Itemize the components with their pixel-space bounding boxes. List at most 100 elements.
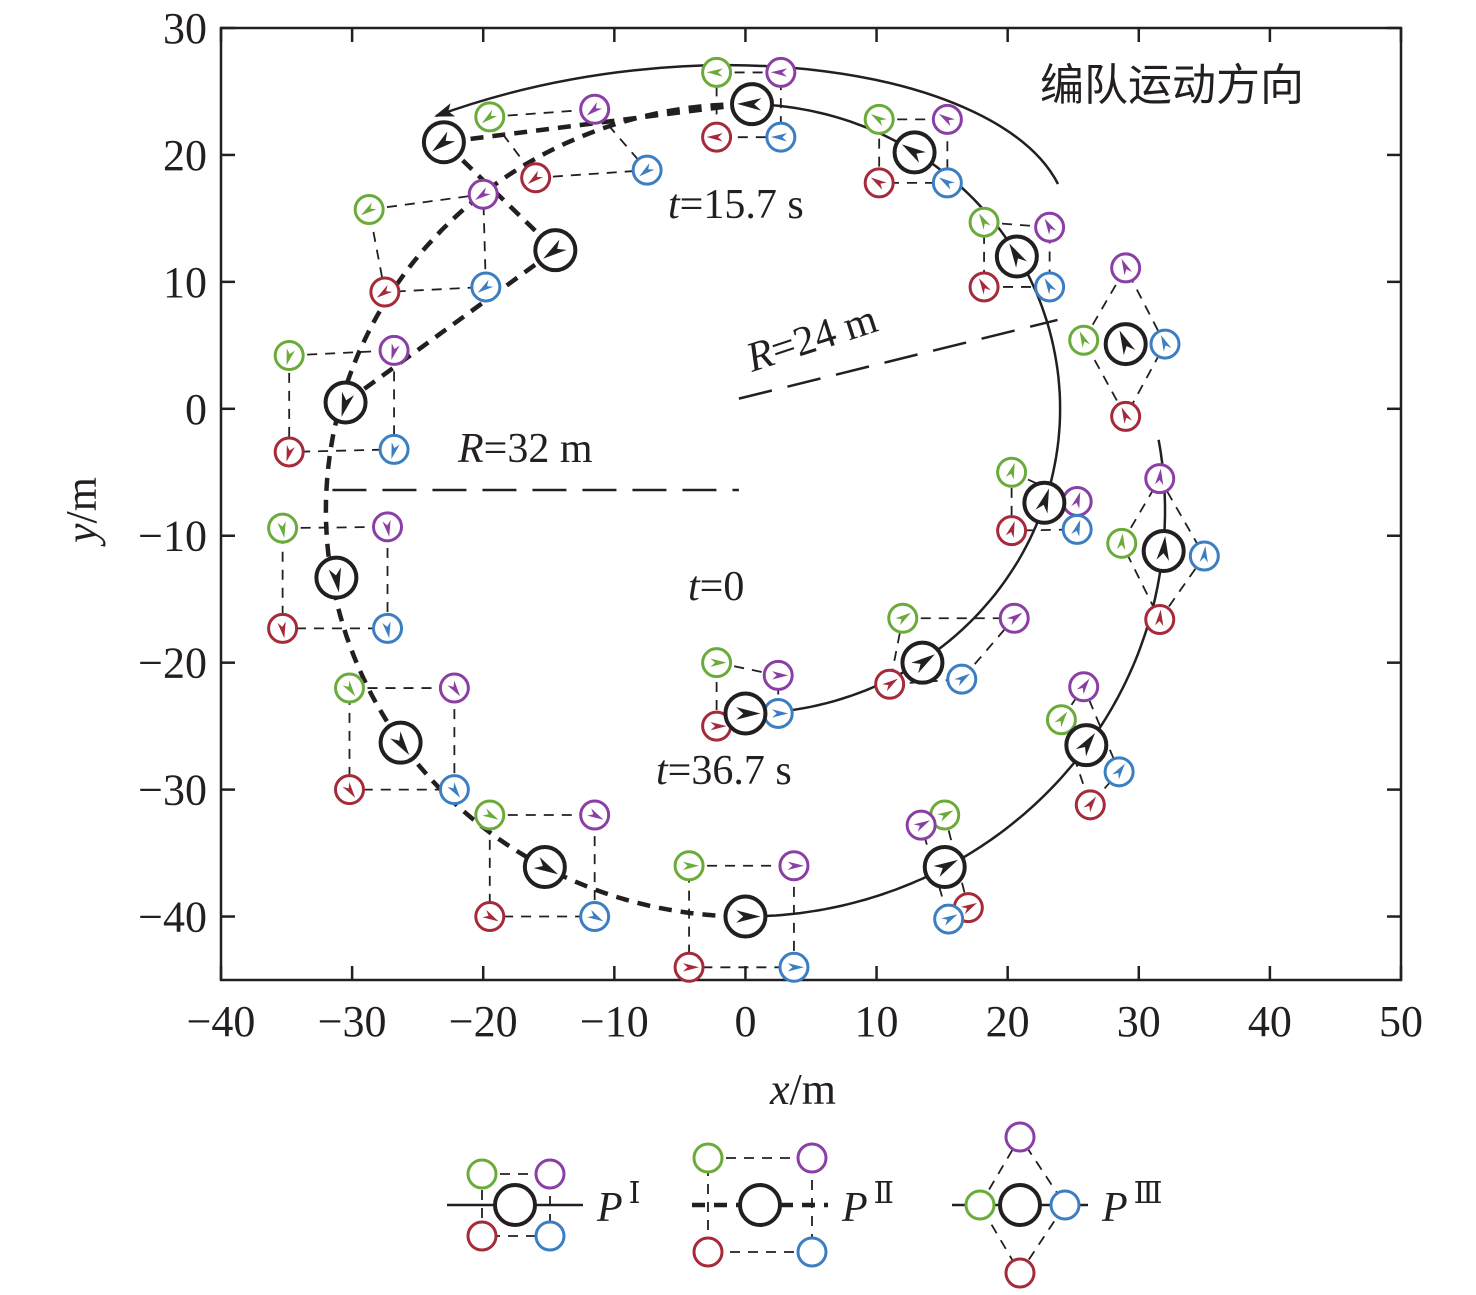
radius-label-32: R=32 m — [457, 426, 593, 472]
heading-arrow — [277, 621, 286, 639]
time-label-t15: t=15.7 s — [668, 182, 804, 228]
heading-arrow — [1005, 462, 1015, 480]
heading-arrow — [382, 520, 391, 537]
agent-circle — [534, 1220, 566, 1252]
heading-arrow — [1075, 732, 1096, 757]
leader-agent — [1022, 480, 1067, 525]
follower-agent — [1188, 540, 1220, 572]
y-tick-label: 20 — [163, 131, 207, 180]
follower-agent — [1034, 211, 1066, 243]
agent-circle — [1049, 1189, 1081, 1221]
heading-arrow — [979, 213, 991, 230]
heading-arrow — [1199, 546, 1208, 563]
agent-circle — [493, 1183, 537, 1227]
follower-agent — [968, 206, 1000, 238]
follower-agent — [933, 903, 965, 935]
heading-arrow — [1154, 468, 1164, 486]
follower-agent — [931, 167, 963, 199]
follower-agent — [1061, 513, 1093, 545]
x-tick-label: −30 — [318, 997, 387, 1046]
follower-agent — [474, 901, 506, 933]
plot-frame — [219, 26, 1403, 982]
leader-agent — [323, 380, 368, 425]
heading-arrow — [1116, 533, 1126, 550]
formation-I — [715, 661, 780, 728]
heading-arrow — [1156, 536, 1169, 561]
heading-arrow — [481, 109, 498, 124]
heading-arrow — [447, 680, 461, 697]
leader-agent — [493, 1183, 537, 1227]
leader-agent — [533, 228, 578, 273]
follower-agent — [1110, 252, 1142, 284]
formation-outline — [983, 221, 1051, 288]
heading-arrow — [482, 909, 499, 922]
heading-arrow — [1121, 258, 1133, 276]
follower-agent — [273, 436, 305, 468]
follower-agent — [1144, 463, 1176, 495]
y-tick-label: 0 — [185, 385, 207, 434]
leader-agent — [723, 691, 768, 736]
follower-agent — [466, 1158, 498, 1190]
leader-agent — [892, 130, 937, 175]
heading-arrow — [639, 163, 655, 177]
heading-arrow — [1079, 331, 1091, 348]
follower-agent — [1045, 704, 1077, 736]
follower-agent — [1004, 1121, 1036, 1153]
follower-agent — [796, 1142, 828, 1174]
follower-agent — [267, 512, 299, 544]
heading-arrow — [882, 678, 898, 692]
heading-arrow — [286, 348, 295, 366]
heading-arrow — [586, 102, 603, 116]
y-axis-title: y/m — [57, 477, 106, 547]
heading-arrow — [1083, 796, 1097, 813]
follower-agent — [1149, 328, 1181, 360]
follower-agent — [673, 951, 705, 983]
follower-agent — [1106, 527, 1138, 559]
follower-agent — [701, 710, 733, 742]
heading-arrow — [1160, 334, 1172, 352]
heading-arrow — [870, 114, 887, 127]
leader-agent — [421, 120, 466, 165]
heading-arrow — [1035, 488, 1050, 514]
agent-circle — [692, 1142, 724, 1174]
x-tick-label: 10 — [855, 997, 899, 1046]
heading-arrow — [1071, 519, 1081, 537]
follower-agent — [996, 456, 1028, 488]
leader-agent — [314, 555, 359, 600]
follower-agent — [796, 1236, 828, 1268]
follower-agent — [267, 612, 299, 644]
heading-arrow — [706, 68, 723, 77]
follower-agent — [1061, 485, 1093, 517]
heading-arrow — [286, 444, 295, 462]
time-label-t36: t=36.7 s — [656, 748, 792, 794]
heading-arrow — [770, 133, 788, 142]
heading-arrow — [1119, 330, 1136, 356]
heading-arrow — [682, 963, 700, 972]
follower-agent — [931, 103, 963, 135]
y-tick-label: −20 — [138, 639, 207, 688]
follower-agent — [372, 612, 404, 644]
agent-circle — [1004, 1257, 1036, 1289]
heading-arrow — [527, 170, 544, 184]
follower-agent — [778, 850, 810, 882]
direction-label: 编队运动方向 — [1040, 60, 1304, 111]
heading-arrow — [391, 343, 400, 361]
heading-arrow — [342, 680, 356, 697]
heading-arrow — [771, 709, 789, 718]
follower-agent — [1034, 271, 1066, 303]
follower-agent — [701, 56, 733, 88]
follower-agent — [470, 271, 502, 303]
follower-agent — [520, 162, 552, 194]
follower-agent — [333, 672, 365, 704]
heading-arrow — [1121, 407, 1133, 424]
agent-circle — [466, 1220, 498, 1252]
follower-agent — [466, 1220, 498, 1252]
heading-arrow — [938, 114, 955, 127]
follower-agent — [778, 951, 810, 983]
follower-agent — [378, 433, 410, 465]
radius-line-24 — [738, 318, 1058, 400]
